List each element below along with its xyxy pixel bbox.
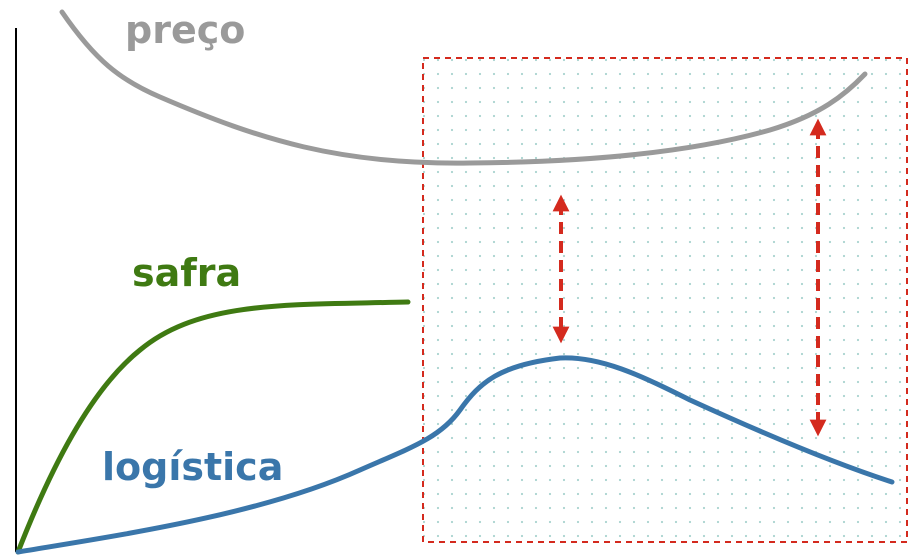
logistica-curve (15, 355, 895, 555)
highlight-region (422, 57, 908, 543)
preco-curve (59, 9, 868, 166)
logistica-label: logística (102, 445, 283, 489)
safra-label: safra (132, 251, 241, 295)
safra-curve (15, 299, 411, 555)
preco-label: preço (125, 8, 245, 52)
